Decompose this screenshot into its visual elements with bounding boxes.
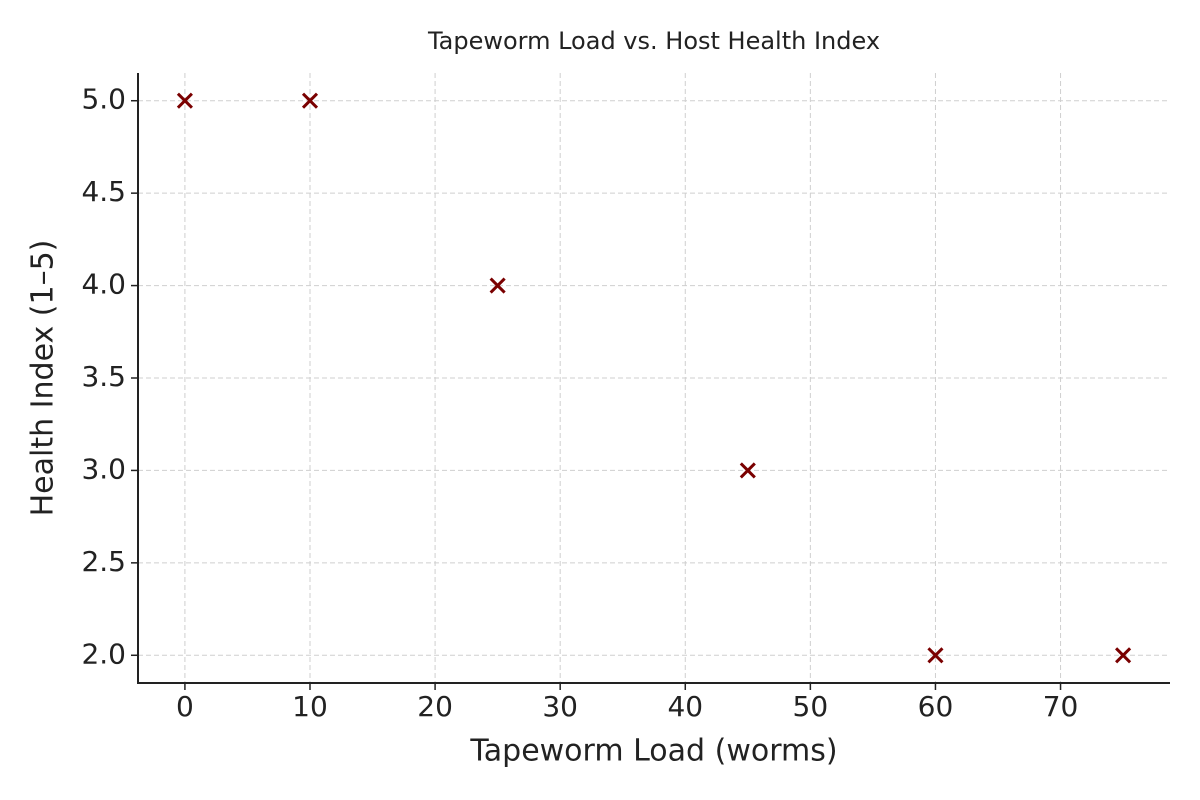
y-tick-label: 4.0 [81,268,126,301]
y-tick-label: 5.0 [81,83,126,116]
y-tick-label: 2.5 [81,545,126,578]
x-tick-label: 20 [417,690,453,723]
chart-title: Tapeworm Load vs. Host Health Index [427,27,880,55]
x-tick-label: 40 [667,690,703,723]
y-tick-label: 3.5 [81,360,126,393]
data-point [1115,647,1132,664]
y-tick-label: 3.0 [81,452,126,485]
data-point [301,92,319,109]
data-point [927,647,944,664]
x-tick-label: 30 [542,690,578,723]
data-point [176,92,193,109]
x-tick-label: 0 [176,690,194,723]
x-tick-label: 10 [292,690,328,723]
x-axis-label: Tapeworm Load (worms) [469,734,837,769]
data-point [739,462,756,479]
x-tick-label: 50 [793,690,829,723]
x-tick-label: 70 [1043,690,1079,723]
y-tick-label: 4.5 [81,175,126,208]
y-axis-label: Health Index (1–5) [26,240,61,517]
data-point [489,277,506,294]
x-tick-label: 60 [918,690,954,723]
y-tick-label: 2.0 [81,637,126,670]
